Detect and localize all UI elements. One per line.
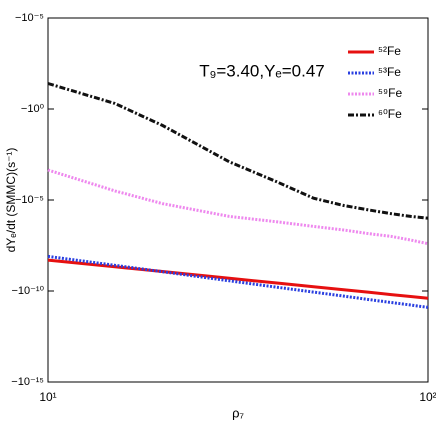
x-tick-label: 10²: [419, 390, 436, 404]
y-tick-label: −10⁻¹⁰: [11, 285, 44, 297]
legend-label: ⁵²Fe: [378, 44, 401, 58]
series-line: [47, 254, 429, 309]
series-line: [47, 168, 429, 246]
chart-title: T₉=3.40,Yₑ=0.47: [199, 61, 325, 80]
series-line: [47, 258, 429, 300]
y-tick-label: −10⁻⁵: [15, 194, 44, 206]
x-tick-label: 10¹: [39, 390, 56, 404]
x-axis-label: ρ₇: [232, 405, 244, 420]
legend-label: ⁶⁰Fe: [378, 107, 402, 121]
series-line: [47, 82, 429, 220]
legend-label: ⁵³Fe: [378, 65, 401, 79]
y-tick-label: −10⁰: [21, 103, 45, 115]
y-tick-label: −10⁻¹⁵: [11, 376, 44, 388]
y-tick-label: −10⁻⁵: [15, 12, 44, 24]
legend-label: ⁵⁹Fe: [378, 86, 402, 100]
y-axis-label: dYₑ/dt (SMMC)(s⁻¹): [4, 148, 18, 253]
